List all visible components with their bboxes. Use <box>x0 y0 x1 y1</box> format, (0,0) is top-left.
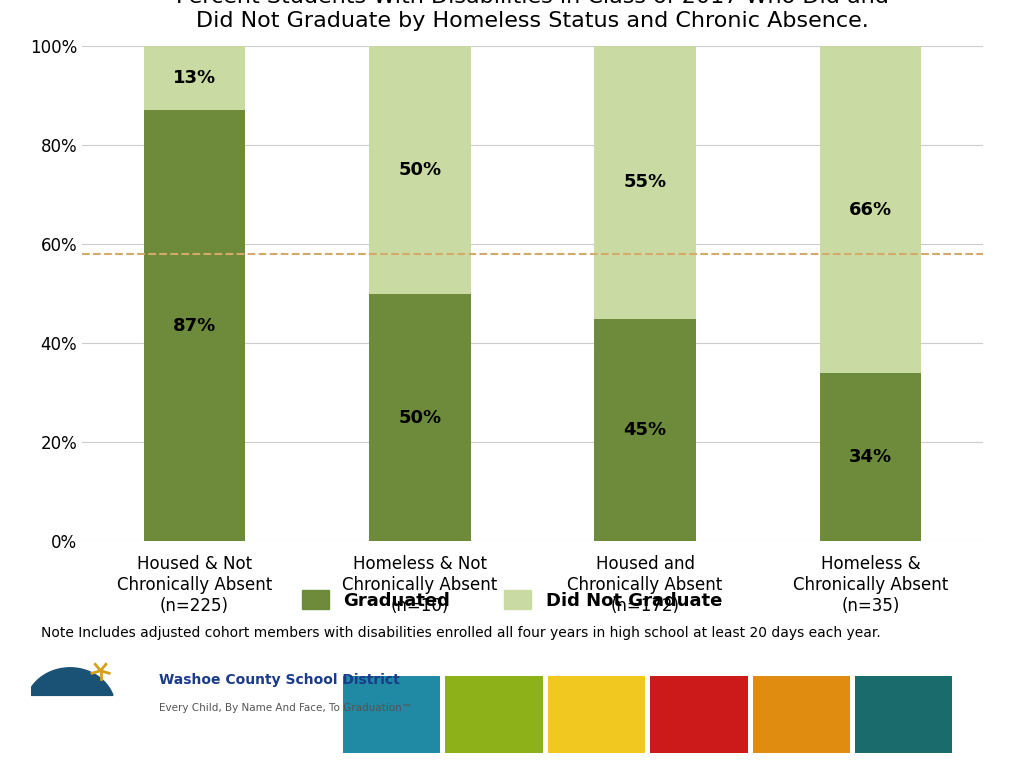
Bar <box>819 373 922 541</box>
Text: 50%: 50% <box>398 409 441 426</box>
Bar <box>370 294 471 541</box>
Bar <box>819 46 922 373</box>
Text: 45%: 45% <box>624 421 667 439</box>
Title: Percent Students With Disabilities in Class of 2017 Who Did and
Did Not Graduate: Percent Students With Disabilities in Cl… <box>176 0 889 31</box>
Bar <box>370 46 471 294</box>
Bar <box>143 111 246 541</box>
Text: 66%: 66% <box>849 200 892 219</box>
Text: Every Child, By Name And Face, To Graduation™: Every Child, By Name And Face, To Gradua… <box>159 703 412 713</box>
Legend: Graduated, Did Not Graduate: Graduated, Did Not Graduate <box>293 581 731 618</box>
Text: 87%: 87% <box>173 317 216 335</box>
Bar <box>143 46 246 111</box>
Text: 50%: 50% <box>398 161 441 179</box>
Text: Note Includes adjusted cohort members with disabilities enrolled all four years : Note Includes adjusted cohort members wi… <box>41 626 881 640</box>
Text: 13%: 13% <box>173 69 216 88</box>
Bar <box>594 319 696 541</box>
Polygon shape <box>28 668 113 695</box>
Bar <box>594 46 696 319</box>
Text: Washoe County School District: Washoe County School District <box>159 673 399 687</box>
Text: 34%: 34% <box>849 449 892 466</box>
Text: 55%: 55% <box>624 174 667 191</box>
